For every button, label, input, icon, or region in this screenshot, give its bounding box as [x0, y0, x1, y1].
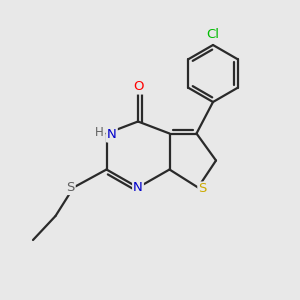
Text: H: H [94, 125, 103, 139]
Text: S: S [198, 182, 207, 196]
Text: O: O [133, 80, 143, 94]
Text: Cl: Cl [206, 28, 220, 41]
Text: N: N [133, 181, 143, 194]
Text: S: S [66, 181, 75, 194]
Text: N: N [107, 128, 117, 142]
